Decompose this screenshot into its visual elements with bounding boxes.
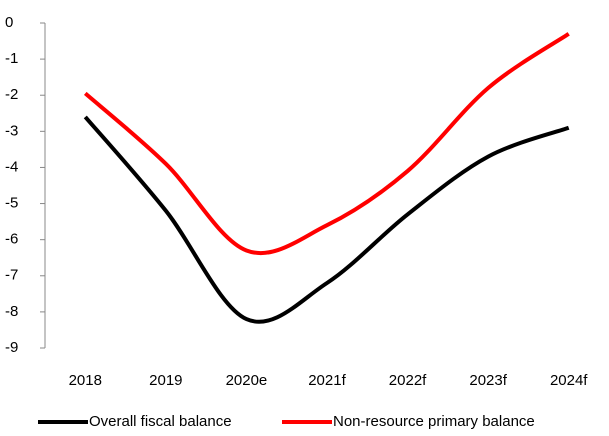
y-tick-label: 0 xyxy=(5,14,13,31)
legend-label: Overall fiscal balance xyxy=(89,413,232,430)
y-tick-label: -8 xyxy=(5,303,18,320)
y-tick-label: -5 xyxy=(5,195,18,212)
y-tick-label: -3 xyxy=(5,122,18,139)
y-tick-label: -6 xyxy=(5,231,18,248)
x-tick-label: 2019 xyxy=(149,372,182,389)
y-tick-label: -4 xyxy=(5,158,18,175)
x-tick-label: 2021f xyxy=(308,372,346,389)
x-tick-label: 2023f xyxy=(469,372,507,389)
x-tick-label: 2024f xyxy=(550,372,588,389)
legend-label: Non-resource primary balance xyxy=(333,413,535,430)
x-tick-label: 2018 xyxy=(69,372,102,389)
y-tick-label: -7 xyxy=(5,267,18,284)
x-tick-label: 2022f xyxy=(389,372,427,389)
y-tick-label: -9 xyxy=(5,339,18,356)
series-line xyxy=(83,115,570,324)
y-tick-label: -2 xyxy=(5,86,18,103)
y-tick-label: -1 xyxy=(5,50,18,67)
x-tick-label: 2020e xyxy=(226,372,268,389)
series-line xyxy=(83,32,570,256)
